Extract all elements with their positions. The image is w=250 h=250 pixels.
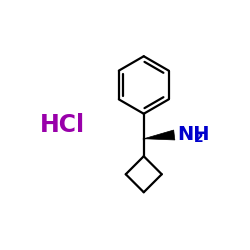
Text: HCl: HCl [40,113,85,137]
Text: NH: NH [177,125,210,144]
Polygon shape [144,130,175,140]
Text: 2: 2 [194,130,204,144]
